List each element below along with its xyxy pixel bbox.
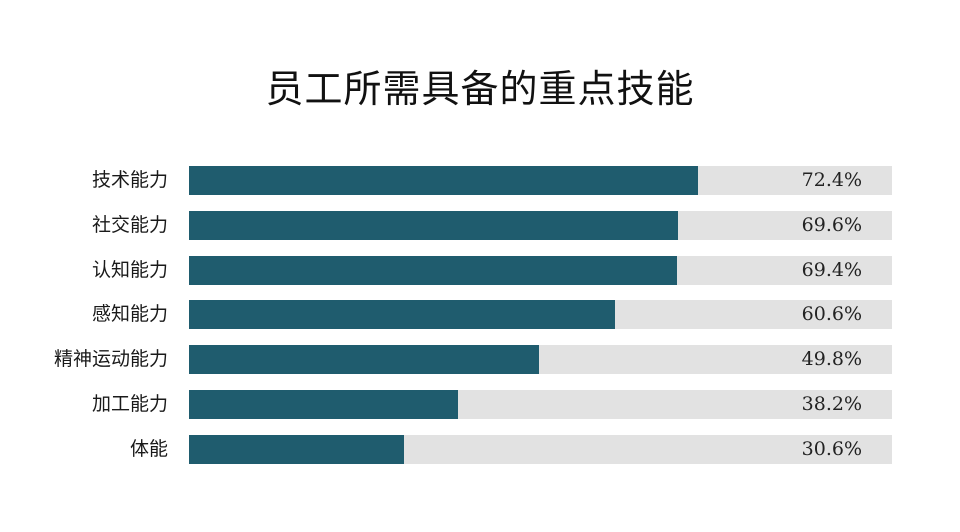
bar-track: 60.6% [189, 300, 892, 330]
bar-fill [189, 255, 677, 285]
bar-track: 30.6% [189, 434, 892, 464]
bar-fill [189, 210, 679, 240]
value-label: 49.8% [801, 348, 862, 371]
category-label: 技术能力 [91, 169, 168, 191]
category-label: 社交能力 [91, 213, 168, 236]
bar-track: 69.4% [189, 255, 892, 285]
value-label: 72.4% [801, 169, 862, 191]
value-label: 60.6% [801, 303, 862, 326]
category-label: 认知能力 [91, 258, 168, 281]
bar-row: 认知能力 69.4% [0, 255, 960, 285]
bar-track: 69.6% [189, 210, 892, 240]
category-label: 精神运动能力 [53, 348, 168, 371]
value-label: 30.6% [801, 437, 862, 460]
value-label: 38.2% [801, 393, 862, 415]
bar-track: 72.4% [189, 166, 892, 195]
bar-row: 体能 30.6% [0, 434, 960, 464]
bar-fill [189, 166, 698, 195]
bar-fill [189, 300, 616, 330]
bar-track: 38.2% [189, 390, 892, 419]
value-label: 69.6% [801, 213, 862, 236]
bar-track: 49.8% [189, 345, 892, 375]
bar-row: 精神运动能力 49.8% [0, 345, 960, 375]
bar-fill [189, 390, 458, 419]
category-label: 加工能力 [91, 393, 168, 415]
bar-fill [189, 345, 540, 375]
value-label: 69.4% [801, 258, 862, 281]
chart-title: 员工所需具备的重点技能 [265, 67, 695, 111]
bar-row: 加工能力 38.2% [0, 390, 960, 419]
bar-fill [189, 434, 405, 464]
bar-row: 技术能力 72.4% [0, 166, 960, 195]
category-label: 体能 [129, 437, 168, 460]
bar-row: 社交能力 69.6% [0, 210, 960, 240]
category-label: 感知能力 [91, 303, 168, 326]
bar-row: 感知能力 60.6% [0, 300, 960, 330]
